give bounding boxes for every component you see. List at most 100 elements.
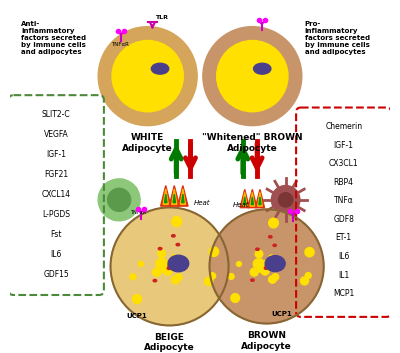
Circle shape [305, 273, 311, 279]
Text: GDF15: GDF15 [44, 270, 69, 279]
Text: IL6: IL6 [338, 252, 349, 261]
Circle shape [204, 277, 213, 286]
Ellipse shape [168, 255, 189, 272]
Text: Heat: Heat [193, 200, 210, 206]
Circle shape [106, 182, 112, 188]
Text: Chemerin: Chemerin [325, 122, 362, 131]
Polygon shape [180, 189, 186, 204]
Polygon shape [259, 197, 261, 205]
Polygon shape [164, 194, 167, 203]
Circle shape [209, 273, 216, 279]
Text: RBP4: RBP4 [334, 178, 354, 187]
Polygon shape [255, 189, 264, 208]
Text: BROWN
Adipocyte: BROWN Adipocyte [241, 331, 292, 351]
Polygon shape [251, 197, 254, 205]
Polygon shape [172, 189, 177, 204]
Ellipse shape [265, 265, 268, 268]
Polygon shape [248, 189, 257, 208]
Circle shape [300, 277, 308, 285]
Circle shape [98, 193, 105, 199]
Polygon shape [163, 189, 168, 204]
Circle shape [236, 262, 242, 267]
Circle shape [110, 208, 228, 325]
Circle shape [209, 247, 219, 256]
Circle shape [261, 267, 269, 275]
Circle shape [98, 26, 197, 126]
Text: IL1: IL1 [338, 270, 349, 280]
Circle shape [278, 193, 293, 207]
Ellipse shape [266, 264, 269, 267]
Ellipse shape [153, 280, 157, 282]
Circle shape [272, 274, 279, 280]
Circle shape [258, 259, 263, 265]
Circle shape [131, 187, 137, 193]
Text: BEIGE
Adipocyte: BEIGE Adipocyte [144, 333, 195, 352]
Ellipse shape [151, 63, 169, 74]
Circle shape [112, 41, 183, 112]
Circle shape [228, 274, 234, 279]
Circle shape [134, 200, 140, 207]
Polygon shape [244, 197, 246, 205]
Circle shape [156, 259, 166, 269]
Text: TNFα: TNFα [334, 196, 354, 205]
Ellipse shape [176, 244, 180, 246]
Circle shape [258, 265, 265, 272]
Circle shape [112, 214, 119, 220]
Circle shape [250, 268, 258, 276]
Circle shape [172, 255, 178, 261]
Circle shape [269, 276, 276, 283]
Text: GDF8: GDF8 [333, 215, 354, 224]
Circle shape [258, 259, 263, 264]
Ellipse shape [265, 256, 285, 271]
Polygon shape [178, 186, 188, 206]
Text: CXCL14: CXCL14 [42, 190, 71, 199]
Text: "Whitened" BROWN
Adipocyte: "Whitened" BROWN Adipocyte [202, 133, 303, 152]
Polygon shape [258, 192, 262, 206]
Polygon shape [161, 186, 171, 206]
Circle shape [152, 268, 161, 276]
Polygon shape [182, 194, 184, 203]
Text: Fst: Fst [50, 229, 62, 239]
Polygon shape [173, 194, 176, 203]
Circle shape [164, 260, 174, 271]
Ellipse shape [279, 258, 282, 261]
Text: MCP1: MCP1 [333, 289, 354, 298]
Ellipse shape [168, 265, 172, 268]
Ellipse shape [167, 267, 171, 269]
Ellipse shape [251, 279, 254, 281]
Text: TNFαR: TNFαR [112, 42, 129, 47]
Ellipse shape [254, 63, 271, 74]
Circle shape [160, 259, 166, 264]
Circle shape [164, 267, 172, 275]
Text: VEGFA: VEGFA [44, 130, 69, 139]
Circle shape [172, 276, 180, 284]
Ellipse shape [172, 235, 175, 237]
Text: UCP1: UCP1 [271, 311, 292, 317]
Text: SLIT2-C: SLIT2-C [42, 110, 71, 119]
Text: TLR: TLR [155, 15, 168, 20]
Circle shape [231, 294, 240, 303]
Ellipse shape [182, 258, 186, 261]
Circle shape [210, 209, 324, 324]
Polygon shape [169, 186, 180, 206]
Polygon shape [240, 189, 249, 208]
Circle shape [160, 265, 168, 273]
Ellipse shape [269, 236, 272, 238]
Circle shape [158, 250, 166, 257]
Text: L-PGDS: L-PGDS [42, 210, 70, 219]
Circle shape [269, 218, 278, 228]
Circle shape [98, 179, 140, 221]
Text: IGF-1: IGF-1 [334, 140, 354, 150]
Ellipse shape [256, 248, 259, 250]
Text: IL6: IL6 [51, 250, 62, 259]
Circle shape [120, 179, 126, 186]
Circle shape [305, 247, 314, 257]
Text: TNFαR: TNFαR [130, 210, 146, 215]
Circle shape [138, 261, 144, 267]
Circle shape [175, 274, 182, 281]
Circle shape [160, 259, 166, 265]
Ellipse shape [168, 264, 172, 267]
Circle shape [255, 250, 263, 258]
Circle shape [133, 294, 142, 304]
Circle shape [126, 211, 132, 218]
